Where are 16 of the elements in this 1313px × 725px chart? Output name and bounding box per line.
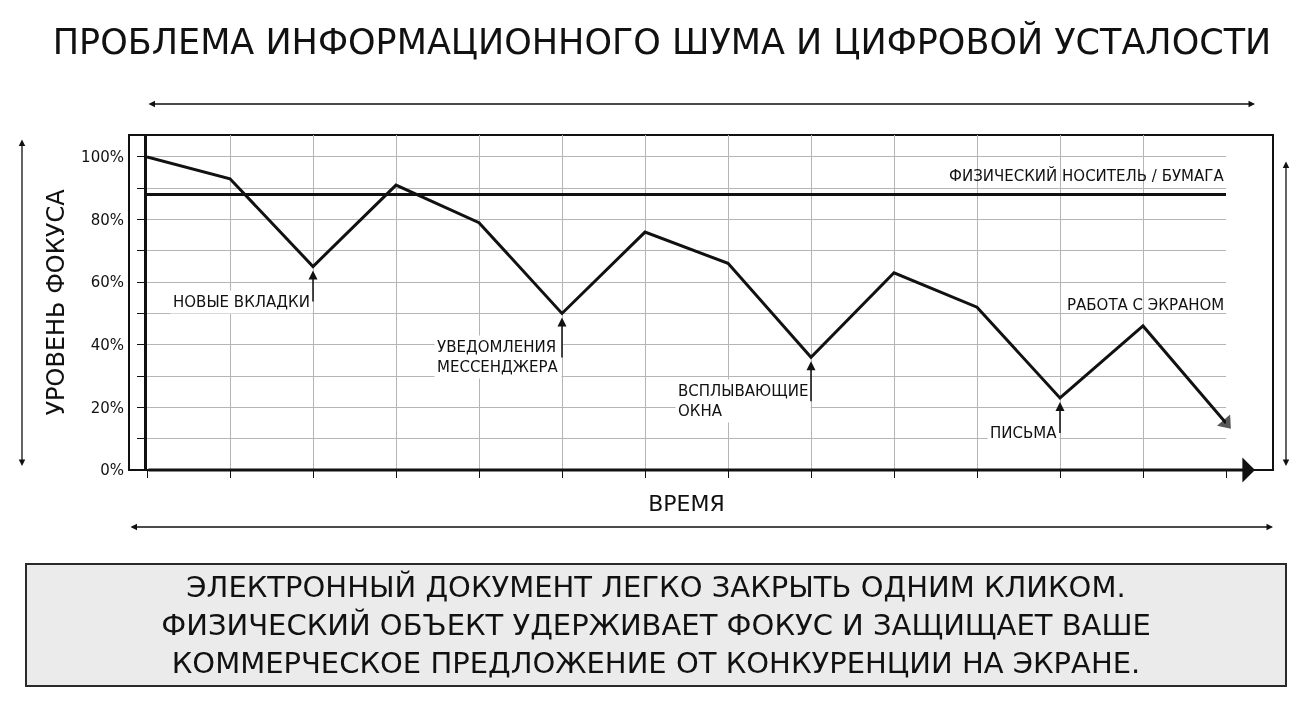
annotation: ПИСЬМА — [990, 424, 1058, 442]
text: ЭЛЕКТРОННЫЙ ДОКУМЕНТ ЛЕГКО ЗАКРЫТЬ ОДНИМ КЛИКОМ. ФИЗИЧЕСКИЙ ОБЪЕКТ УДЕРЖИВАЕТ ФОКУС И ЗАЩИЩАЕТ ВАШЕ КОММЕРЧЕСКОЕ ПРЕДЛОЖЕНИЕ ОТ КОНКУРЕНЦИИ НА ЭКРАНЕ. — [161, 570, 1151, 680]
y-tick-label: 60% — [90, 273, 124, 292]
annotation: НОВЫЕ ВКЛАДКИ — [173, 293, 310, 311]
ref-line-label: ФИЗИЧЕСКИЙ НОСИТЕЛЬ / БУМАГА — [949, 166, 1225, 185]
y-tick-label: 0% — [100, 461, 124, 480]
chart-title: ПРОБЛЕМА ИНФОРМАЦИОННОГО ШУМА И ЦИФРОВОЙ УСТАЛОСТИ — [52, 21, 1272, 63]
series-label: РАБОТА С ЭКРАНОМ — [1067, 296, 1225, 314]
y-axis-title: УРОВЕНЬ ФОКУСА — [42, 188, 71, 416]
y-tick-label: 20% — [90, 398, 124, 417]
y-tick-label: 100% — [81, 148, 124, 167]
y-tick-label: 80% — [90, 210, 124, 229]
annotation: ВСПЛЫВАЮЩИЕ ОКНА — [678, 382, 809, 420]
x-axis-title: ВРЕМЯ — [648, 490, 725, 516]
annotation: УВЕДОМЛЕНИЯ МЕССЕНДЖЕРА — [437, 338, 559, 376]
y-tick-label: 40% — [90, 336, 124, 355]
